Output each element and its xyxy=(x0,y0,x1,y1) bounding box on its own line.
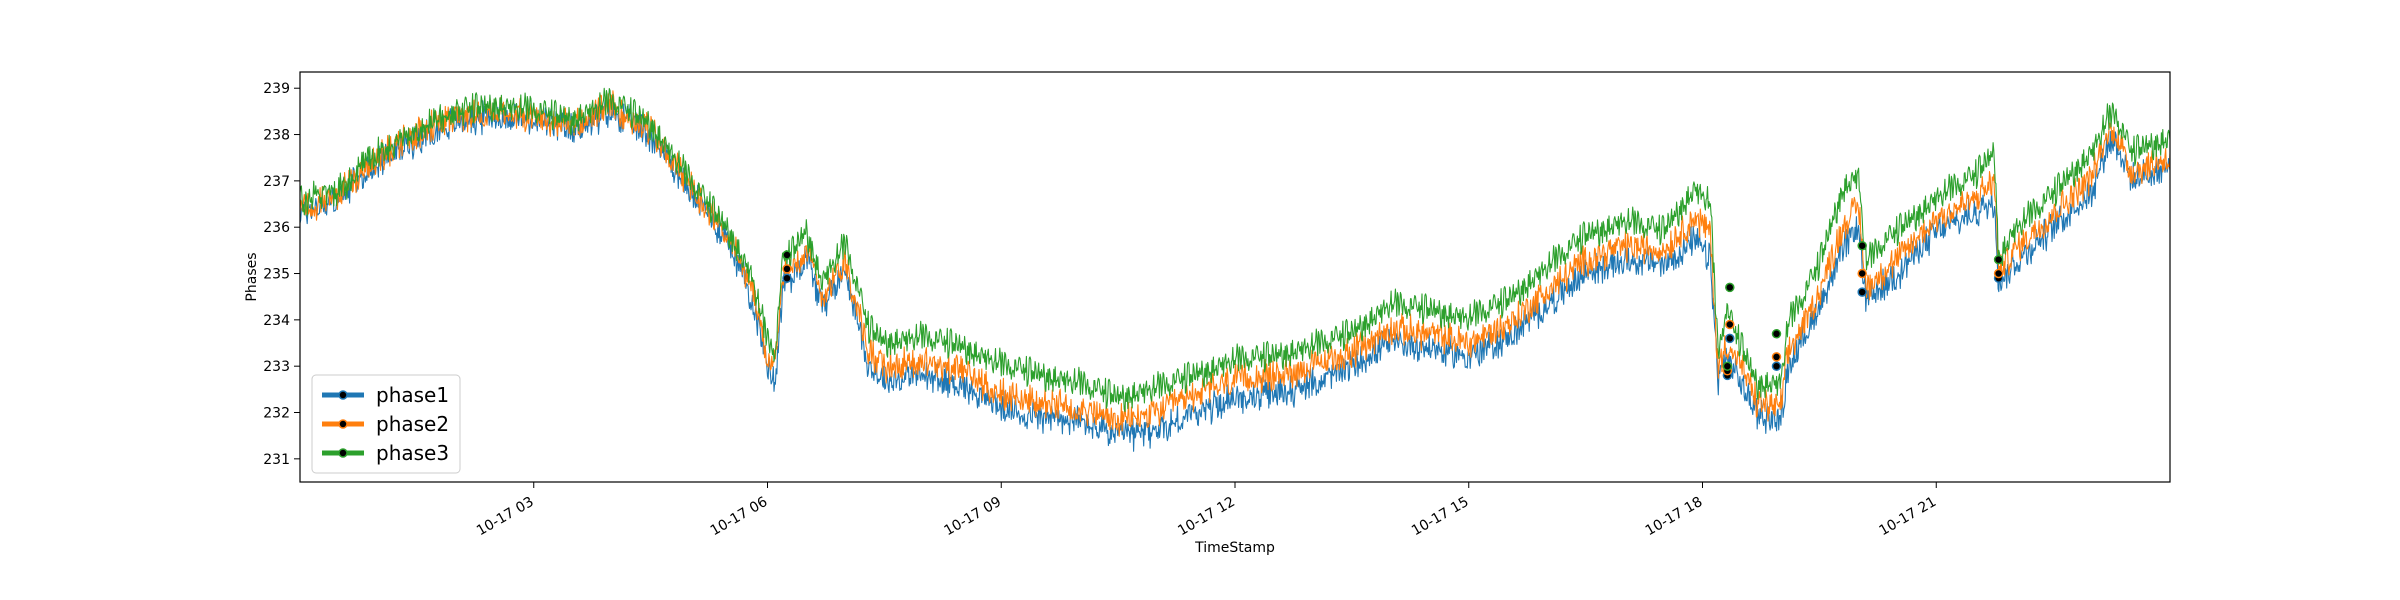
y-tick-label: 236 xyxy=(263,220,290,236)
x-tick-label: 10-17 06 xyxy=(708,494,771,539)
y-axis-ticks: 231 232 233 234 235 236 237 238 239 xyxy=(263,81,300,468)
legend-label-phase2: phase2 xyxy=(376,412,449,436)
marker-point xyxy=(1857,268,1867,279)
x-tick-label: 10-17 21 xyxy=(1877,494,1940,539)
x-tick-label: 10-17 03 xyxy=(474,494,537,539)
x-axis-ticks: 10-17 03 10-17 06 10-17 09 10-17 12 10-17 15… xyxy=(474,482,1939,539)
marker-point xyxy=(1771,352,1782,362)
marker-point xyxy=(1725,333,1735,344)
legend-marker-phase3 xyxy=(338,448,348,458)
y-tick-label: 231 xyxy=(263,452,290,468)
y-tick-label: 234 xyxy=(263,313,290,329)
y-tick-label: 232 xyxy=(263,406,290,422)
series-line-phase3 xyxy=(300,87,2170,413)
y-tick-label: 233 xyxy=(263,359,290,375)
marker-point xyxy=(782,250,792,260)
x-tick-label: 10-17 09 xyxy=(942,494,1005,539)
x-tick-label: 10-17 15 xyxy=(1409,494,1472,539)
legend: phase1 phase2 phase3 xyxy=(311,374,461,474)
legend-box xyxy=(311,374,461,474)
y-axis-label: Phases xyxy=(244,252,260,301)
legend-label-phase1: phase1 xyxy=(376,383,449,407)
legend-marker-phase1 xyxy=(338,390,348,400)
legend-marker-phase2 xyxy=(338,419,348,429)
marker-point xyxy=(1993,254,2004,265)
marker-point xyxy=(1725,282,1735,293)
marker-point xyxy=(1771,361,1782,371)
x-tick-label: 10-17 18 xyxy=(1643,494,1706,539)
marker-point xyxy=(1993,268,2004,279)
series-line-phase2 xyxy=(300,90,2170,437)
x-axis-label: TimeStamp xyxy=(1194,540,1275,556)
legend-label-phase3: phase3 xyxy=(376,441,449,465)
y-tick-label: 237 xyxy=(263,174,290,190)
marker-point xyxy=(782,273,792,283)
y-tick-label: 238 xyxy=(263,128,290,144)
marker-point xyxy=(1857,240,1867,251)
marker-point xyxy=(1722,361,1733,371)
y-tick-label: 235 xyxy=(263,267,290,283)
x-tick-label: 10-17 12 xyxy=(1175,494,1238,539)
marker-point xyxy=(1857,287,1867,297)
marker-layer xyxy=(782,240,2004,381)
marker-point xyxy=(1771,329,1782,339)
marker-point xyxy=(782,264,792,274)
series-layer xyxy=(300,87,2170,452)
y-tick-label: 239 xyxy=(263,81,290,97)
series-line-phase1 xyxy=(300,97,2170,452)
marker-point xyxy=(1725,319,1735,330)
